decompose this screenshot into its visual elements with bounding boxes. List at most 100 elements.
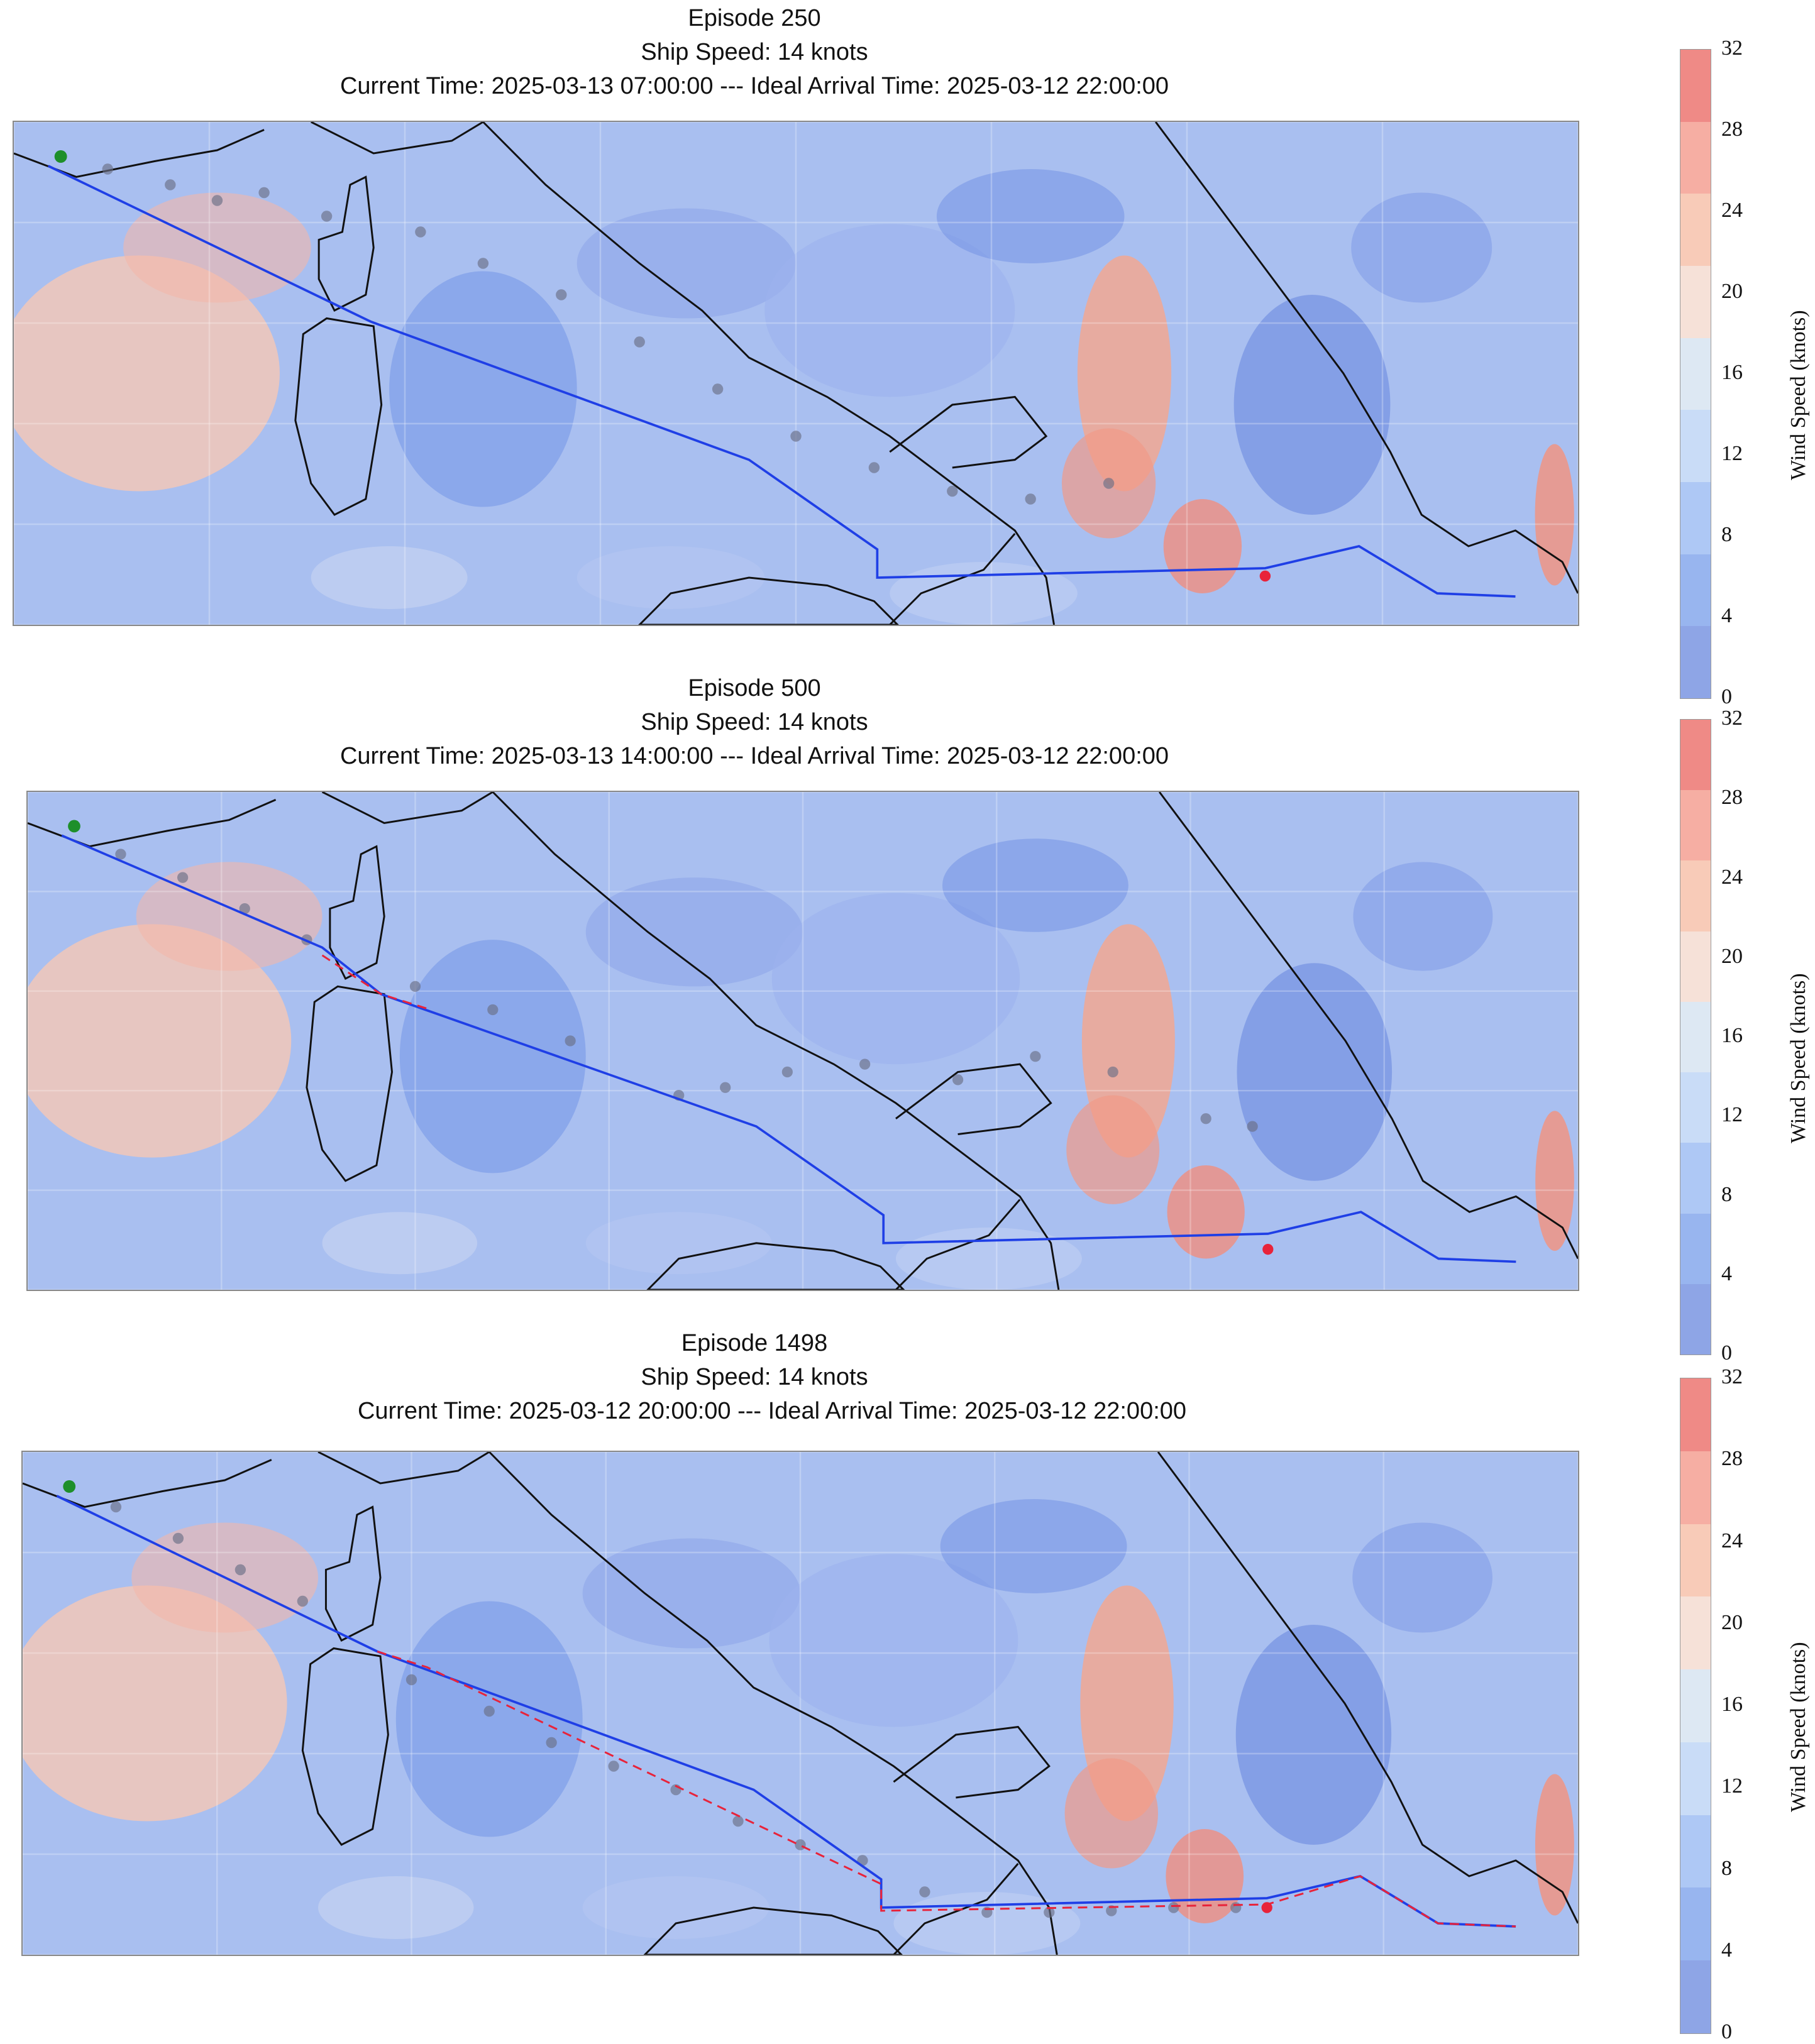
- wind-field-patch: [1535, 1111, 1574, 1251]
- wind-field-patch: [895, 1228, 1082, 1290]
- track-dot: [556, 289, 567, 300]
- actual-route-line: [321, 954, 431, 1011]
- colorbar-band: [1680, 1524, 1711, 1597]
- map-canvas: [23, 1452, 1578, 1955]
- panel-title-speed: Ship Speed: 14 knots: [641, 709, 868, 735]
- panel-title-time: Current Time: 2025-03-13 14:00:00 --- Id…: [339, 743, 1169, 769]
- track-dot: [859, 1058, 871, 1070]
- colorbar-tick-label: 20: [1721, 280, 1743, 303]
- map-canvas: [14, 122, 1578, 625]
- wind-field-patch: [576, 208, 796, 319]
- wind-field-patch: [1235, 1625, 1392, 1845]
- track-dot: [790, 431, 802, 442]
- wind-field-patch: [942, 838, 1128, 932]
- track-dot: [1230, 1902, 1242, 1913]
- wind-field-patch: [582, 1538, 800, 1649]
- wind-field-patch: [14, 255, 280, 492]
- track-dot: [409, 981, 421, 992]
- coastline: [28, 792, 1578, 1290]
- map-canvas: [28, 792, 1578, 1290]
- wind-field-patch: [769, 1554, 1018, 1727]
- wind-field-patch: [585, 877, 803, 987]
- track-dot: [115, 849, 126, 860]
- colorbar-label: Wind Speed (knots): [1787, 973, 1810, 1143]
- wind-field-patch: [322, 1212, 478, 1275]
- colorbar-band: [1680, 931, 1711, 1002]
- colorbar-band: [1680, 194, 1711, 266]
- wind-field-patch: [1535, 444, 1574, 586]
- wind-map: [21, 1451, 1579, 1956]
- end-marker: [1259, 570, 1271, 582]
- colorbar-tick-label: 16: [1721, 361, 1743, 384]
- wind-field-patch: [890, 562, 1078, 625]
- corsica-outline: [317, 175, 375, 312]
- track-dot: [239, 903, 250, 915]
- wind-field-patch: [311, 546, 468, 609]
- track-dot: [1168, 1902, 1179, 1913]
- planned-route-line: [47, 165, 1516, 598]
- wind-field-patch: [582, 1876, 770, 1939]
- colorbar-band: [1680, 1072, 1711, 1143]
- colorbar-band: [1680, 50, 1711, 122]
- colorbar: [1680, 49, 1711, 699]
- track-dot: [952, 1074, 964, 1085]
- track-dot: [1247, 1121, 1258, 1132]
- colorbar-tick-label: 0: [1721, 685, 1732, 708]
- wind-field-patch: [23, 1585, 287, 1821]
- track-dot: [608, 1761, 619, 1772]
- track-dot: [919, 1886, 930, 1898]
- track-dot: [483, 1705, 495, 1717]
- colorbar-band: [1680, 860, 1711, 931]
- track-dot: [234, 1564, 246, 1576]
- wind-field-patch: [771, 893, 1020, 1065]
- track-dot: [712, 383, 724, 395]
- track-dot: [415, 226, 426, 238]
- wind-field-patch: [1066, 1095, 1160, 1204]
- colorbar-band: [1680, 1001, 1711, 1073]
- sardinia-outline: [301, 1647, 389, 1846]
- colorbar-tick-label: 4: [1721, 604, 1732, 627]
- track-dot: [177, 872, 189, 883]
- colorbar-band: [1680, 554, 1711, 627]
- colorbar-tick-label: 24: [1721, 865, 1743, 889]
- colorbar-tick-label: 28: [1721, 118, 1743, 141]
- colorbar-band: [1680, 1283, 1711, 1354]
- track-dot: [1103, 478, 1115, 489]
- track-dot: [732, 1815, 744, 1827]
- wind-field-patch: [585, 1212, 772, 1275]
- track-dot: [297, 1595, 308, 1607]
- wind-field-patch: [136, 862, 323, 971]
- colorbar-tick-label: 32: [1721, 1365, 1743, 1388]
- track-dot: [1030, 1051, 1041, 1062]
- colorbar-tick-label: 8: [1721, 523, 1732, 546]
- panel-title-time: Current Time: 2025-03-13 07:00:00 --- Id…: [339, 73, 1169, 99]
- colorbar: [1680, 1378, 1711, 2034]
- colorbar-tick-label: 28: [1721, 1447, 1743, 1471]
- colorbar-label: Wind Speed (knots): [1787, 310, 1810, 480]
- end-marker: [1262, 1243, 1274, 1255]
- track-dot: [165, 179, 176, 190]
- wind-field-patch: [28, 924, 292, 1158]
- wind-field-patch: [1233, 295, 1391, 515]
- colorbar: [1680, 719, 1711, 1355]
- wind-field-patch: [1352, 1522, 1492, 1633]
- track-dot: [1107, 1066, 1118, 1078]
- sardinia-outline: [306, 985, 394, 1182]
- colorbar-band: [1680, 481, 1711, 554]
- track-dot: [634, 336, 645, 348]
- track-dot: [321, 211, 333, 222]
- wind-field-patch: [399, 940, 586, 1173]
- colorbar-band: [1680, 410, 1711, 482]
- track-dot: [947, 485, 958, 497]
- wind-field-patch: [936, 169, 1125, 263]
- track-dot: [477, 258, 489, 269]
- wind-field-patch: [1351, 192, 1492, 303]
- panel-title-episode: Episode 1498: [681, 1330, 828, 1356]
- colorbar-tick-label: 20: [1721, 944, 1743, 968]
- track-dot: [1025, 493, 1036, 505]
- wind-field-patch: [395, 1601, 583, 1837]
- colorbar-tick-label: 16: [1721, 1693, 1743, 1716]
- track-dot: [258, 187, 270, 199]
- colorbar-tick-label: 8: [1721, 1856, 1732, 1880]
- colorbar-band: [1680, 265, 1711, 338]
